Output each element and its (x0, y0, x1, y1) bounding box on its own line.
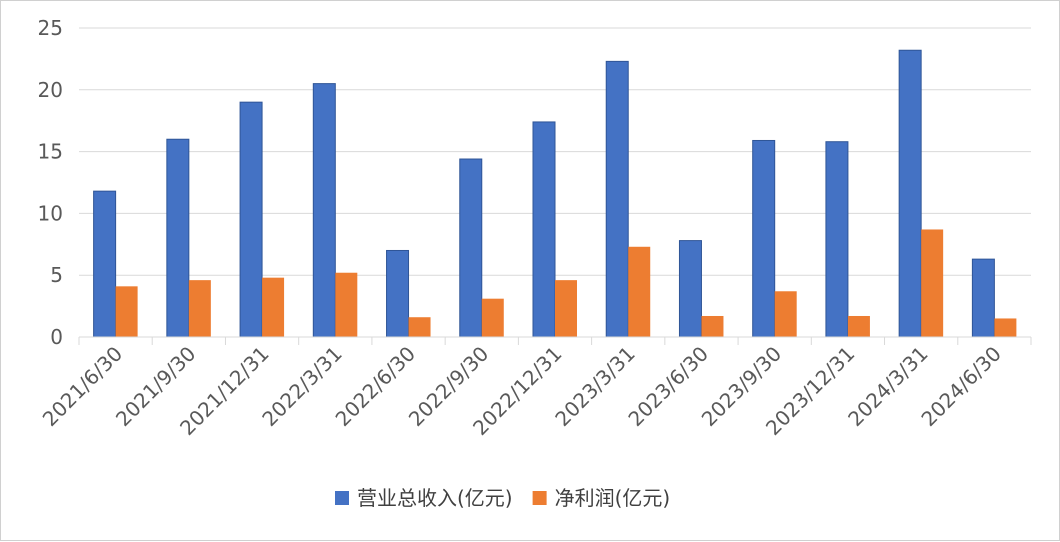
bar-revenue (825, 141, 849, 338)
bar-revenue (971, 258, 995, 338)
bar-net-profit (188, 280, 211, 337)
legend-swatch (532, 491, 547, 505)
bar-revenue (312, 83, 336, 338)
legend-label: 营业总收入(亿元) (357, 486, 513, 510)
bars (93, 49, 1017, 338)
bar-revenue (678, 240, 702, 338)
y-tick-label: 20 (38, 78, 63, 102)
legend-swatch (335, 491, 349, 505)
bar-net-profit (115, 286, 138, 337)
bar-revenue (605, 60, 629, 338)
bar-net-profit (628, 246, 651, 337)
y-tick-label: 25 (38, 16, 63, 40)
y-tick-label: 0 (50, 325, 63, 349)
bar-revenue (459, 158, 483, 338)
bar-revenue (93, 190, 117, 338)
x-axis (78, 336, 1032, 345)
y-tick-label: 10 (38, 201, 63, 225)
bar-net-profit (262, 277, 285, 337)
x-axis-ticks: 2021/6/302021/9/302021/12/312022/3/31202… (38, 342, 1006, 440)
bar-revenue (239, 101, 263, 338)
legend-label: 净利润(亿元) (555, 486, 671, 510)
bar-revenue (898, 49, 922, 338)
bar-net-profit (701, 315, 724, 337)
bar-net-profit (408, 317, 431, 337)
bar-net-profit (774, 291, 797, 337)
bar-net-profit (335, 272, 358, 337)
legend: 营业总收入(亿元) 净利润(亿元) (335, 486, 670, 510)
bar-revenue (752, 139, 776, 338)
y-tick-label: 5 (50, 263, 63, 287)
bar-net-profit (481, 298, 504, 337)
x-tick-label: 2024/6/30 (916, 342, 1005, 431)
bar-net-profit (921, 229, 944, 337)
bar-net-profit (555, 280, 577, 337)
y-tick-label: 15 (38, 140, 63, 164)
bar-revenue (386, 249, 410, 338)
bar-net-profit (847, 315, 870, 337)
bar-net-profit (994, 318, 1017, 337)
bar-revenue (166, 138, 190, 338)
y-axis-ticks: 0 5 10 15 20 25 (38, 16, 63, 349)
bar-revenue (532, 121, 556, 338)
